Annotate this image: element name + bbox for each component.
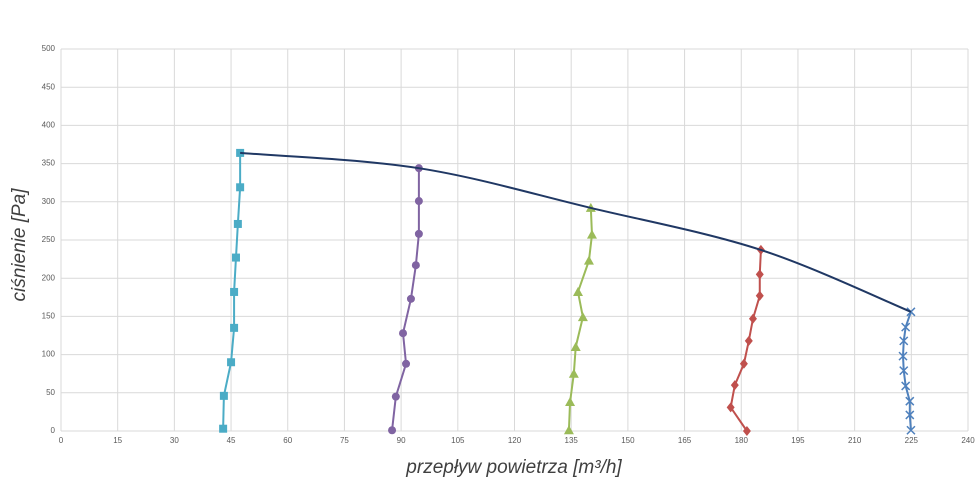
x-tick-label: 90 xyxy=(397,436,406,445)
marker xyxy=(586,229,597,239)
x-tick-label: 180 xyxy=(735,436,749,445)
x-tick-label: 105 xyxy=(451,436,465,445)
y-tick-label: 450 xyxy=(42,82,56,91)
marker xyxy=(231,253,240,262)
marker xyxy=(755,290,764,301)
x-tick-label: 150 xyxy=(621,436,635,445)
marker xyxy=(901,322,911,332)
y-tick-label: 350 xyxy=(42,159,56,168)
y-tick-label: 200 xyxy=(42,273,56,282)
x-tick-label: 75 xyxy=(340,436,349,445)
x-axis-title: przepływ powietrza [m³/h] xyxy=(405,457,622,478)
x-tick-label: 45 xyxy=(227,436,236,445)
marker xyxy=(755,269,764,280)
marker xyxy=(230,323,239,332)
marker xyxy=(748,313,757,324)
marker xyxy=(905,396,915,406)
marker xyxy=(414,229,423,238)
marker xyxy=(563,425,574,435)
marker xyxy=(898,351,908,361)
marker xyxy=(572,286,583,296)
y-tick-label: 500 xyxy=(42,44,56,53)
marker xyxy=(236,183,245,192)
y-tick-label: 150 xyxy=(42,312,56,321)
x-tick-label: 120 xyxy=(508,436,522,445)
x-tick-label: 240 xyxy=(961,436,975,445)
marker xyxy=(906,425,916,435)
marker xyxy=(411,261,420,270)
x-tick-label: 195 xyxy=(791,436,805,445)
marker xyxy=(742,426,751,436)
x-tick-label: 15 xyxy=(113,436,122,445)
x-tick-label: 210 xyxy=(848,436,862,445)
marker xyxy=(570,341,581,351)
marker xyxy=(402,359,411,368)
marker xyxy=(230,287,239,296)
marker xyxy=(906,307,916,317)
marker xyxy=(899,336,909,346)
marker xyxy=(905,410,915,420)
x-tick-label: 30 xyxy=(170,436,179,445)
marker xyxy=(568,368,579,378)
marker xyxy=(565,396,576,406)
x-tick-label: 60 xyxy=(283,436,292,445)
y-tick-label: 100 xyxy=(42,350,56,359)
series-line xyxy=(240,151,912,313)
marker xyxy=(739,358,748,369)
y-tick-label: 250 xyxy=(42,235,56,244)
marker xyxy=(744,335,753,346)
marker xyxy=(899,366,909,376)
marker xyxy=(414,197,423,206)
marker xyxy=(583,255,594,265)
x-tick-label: 225 xyxy=(905,436,919,445)
marker xyxy=(391,392,400,401)
marker xyxy=(399,329,408,338)
marker xyxy=(730,380,739,391)
y-tick-label: 50 xyxy=(46,388,55,397)
marker xyxy=(219,391,228,400)
y-tick-label: 0 xyxy=(51,426,56,435)
y-tick-label: 400 xyxy=(42,121,56,130)
marker xyxy=(901,381,911,391)
y-axis-title: ciśnienie [Pa] xyxy=(9,188,30,302)
marker xyxy=(577,312,588,322)
marker xyxy=(227,358,236,367)
y-tick-label: 300 xyxy=(42,197,56,206)
x-tick-label: 0 xyxy=(59,436,64,445)
marker xyxy=(388,426,397,435)
marker xyxy=(726,402,735,413)
marker xyxy=(219,424,228,433)
x-tick-label: 135 xyxy=(565,436,579,445)
marker xyxy=(406,294,415,303)
x-tick-label: 165 xyxy=(678,436,692,445)
marker xyxy=(233,219,242,228)
